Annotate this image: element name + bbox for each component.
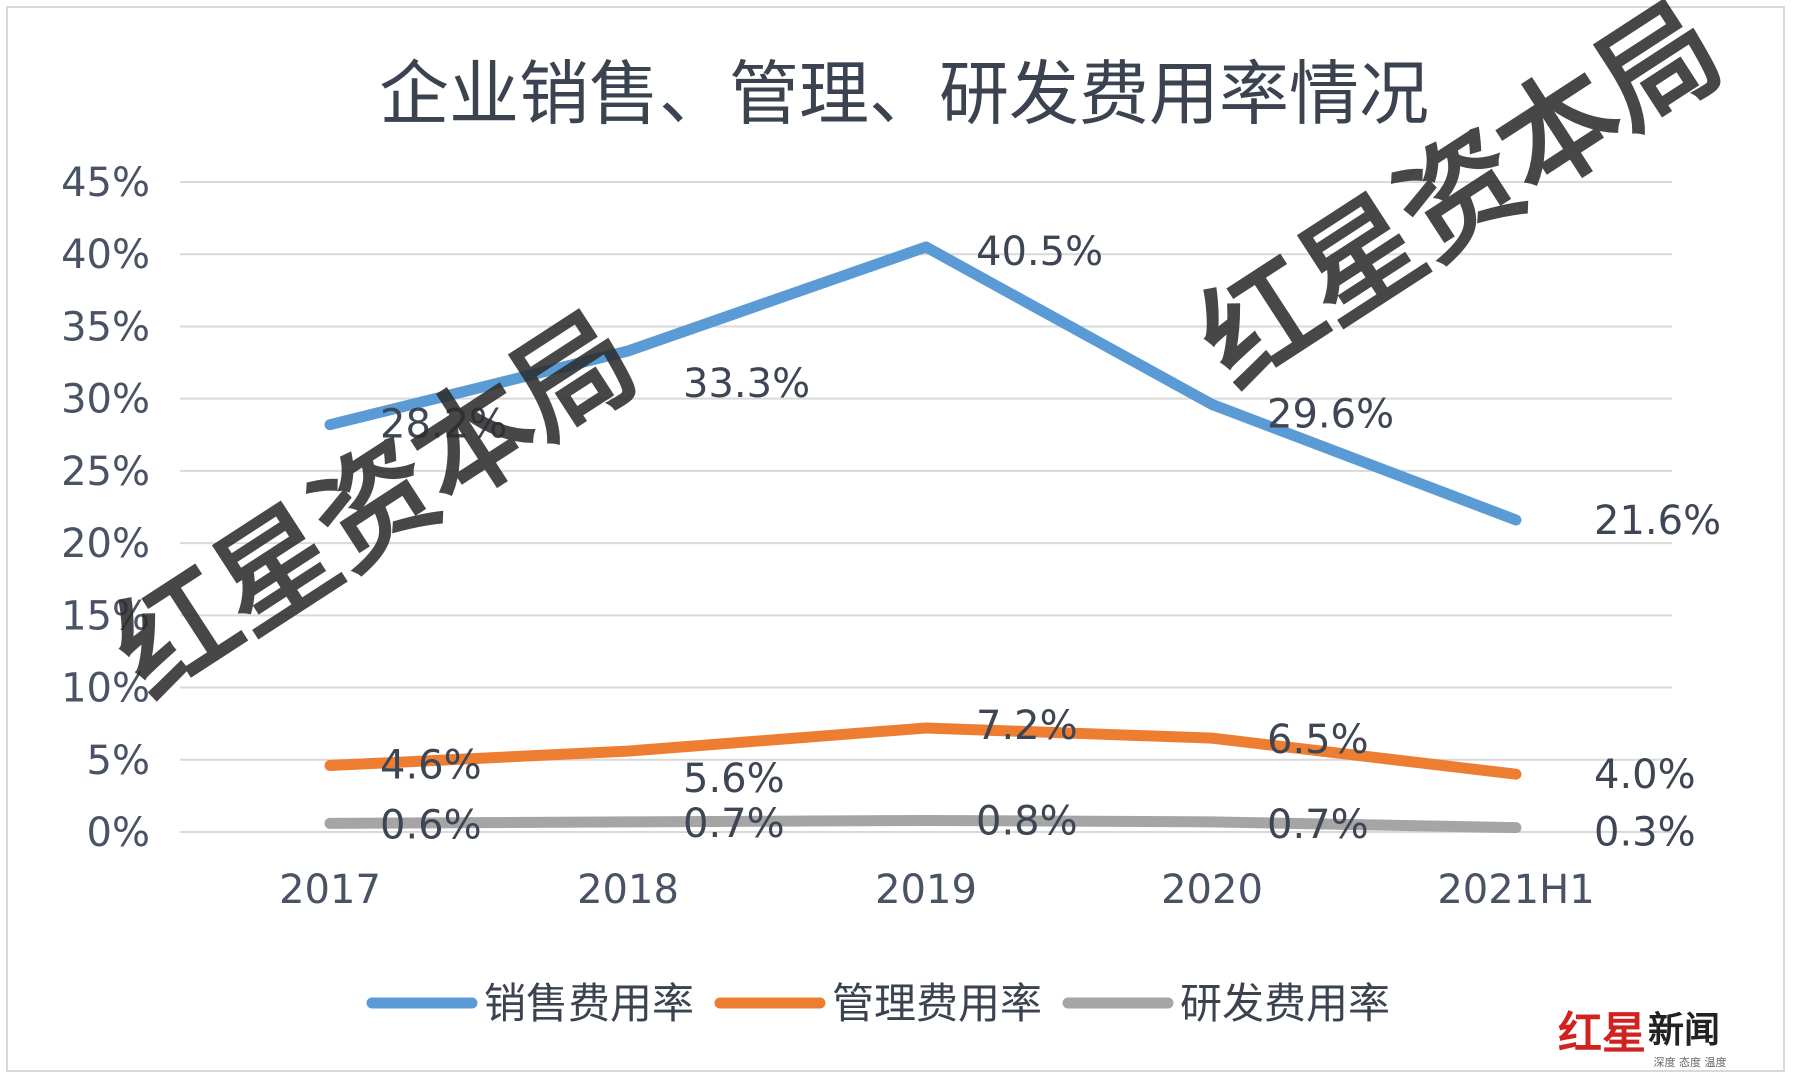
y-tick-label: 15% <box>61 593 150 639</box>
y-axis-ticks: 0% 5% 10% 15% 20% 25% 30% 35% 40% 45% <box>61 160 150 856</box>
y-tick-label: 35% <box>61 304 150 350</box>
x-tick-label: 2020 <box>1161 867 1263 913</box>
y-tick-label: 10% <box>61 666 150 712</box>
data-label: 28.2% <box>380 402 507 448</box>
logo-black-text: 新闻 <box>1648 1009 1720 1051</box>
series-lines <box>324 241 1522 834</box>
watermark-left: 红星资本局 <box>90 286 661 724</box>
y-tick-label: 40% <box>61 232 150 278</box>
data-label: 40.5% <box>976 229 1103 275</box>
logo-tagline: 深度 态度 温度 <box>1654 1055 1727 1069</box>
y-tick-label: 20% <box>61 521 150 567</box>
series-line-2 <box>324 814 1522 834</box>
x-tick-label: 2018 <box>577 867 679 913</box>
legend-label: 研发费用率 <box>1180 979 1390 1028</box>
data-label: 4.0% <box>1594 752 1696 798</box>
data-labels: 28.2% 33.3% 40.5% 29.6% 21.6% 4.6% 5.6% 7.2% 6.5… <box>380 229 1721 856</box>
y-tick-label: 30% <box>61 377 150 423</box>
data-label: 5.6% <box>683 756 785 802</box>
data-label: 0.7% <box>683 801 785 847</box>
x-tick-label: 2017 <box>279 867 381 913</box>
series-line-1 <box>324 722 1522 780</box>
data-label: 7.2% <box>976 703 1078 749</box>
data-label: 0.7% <box>1267 802 1369 848</box>
series-line-0 <box>324 241 1522 526</box>
legend-label: 销售费用率 <box>484 979 694 1028</box>
legend-label: 管理费用率 <box>832 979 1042 1028</box>
data-label: 0.6% <box>380 802 482 848</box>
y-tick-label: 0% <box>87 810 150 856</box>
data-label: 6.5% <box>1267 717 1369 763</box>
y-tick-label: 5% <box>87 738 150 784</box>
news-logo: 红星 新闻 深度 态度 温度 <box>1558 1008 1727 1069</box>
x-tick-label: 2021H1 <box>1437 867 1594 913</box>
data-label: 0.3% <box>1594 810 1696 856</box>
data-label: 29.6% <box>1267 391 1394 437</box>
y-tick-label: 45% <box>61 160 150 206</box>
x-tick-label: 2019 <box>875 867 977 913</box>
data-label: 4.6% <box>380 743 482 789</box>
y-tick-label: 25% <box>61 449 150 495</box>
data-label: 0.8% <box>976 798 1078 844</box>
chart-frame <box>6 6 1785 1072</box>
x-axis-ticks: 2017 2018 2019 2020 2021H1 <box>279 867 1595 913</box>
data-label: 21.6% <box>1594 498 1721 544</box>
chart-title: 企业销售、管理、研发费用率情况 <box>379 53 1429 135</box>
logo-red-text: 红星 <box>1558 1008 1646 1059</box>
data-label: 33.3% <box>683 361 810 407</box>
legend: 销售费用率 管理费用率 研发费用率 <box>366 979 1390 1028</box>
